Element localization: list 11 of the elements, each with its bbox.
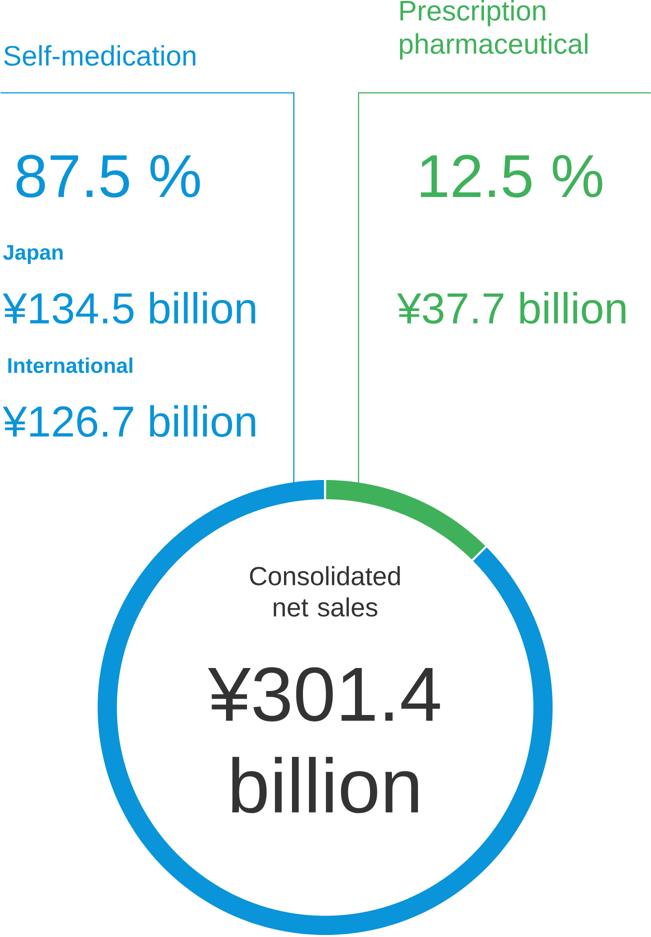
text: ¥134.5 billion <box>2 292 256 324</box>
text: ¥301.4 billion <box>208 667 440 814</box>
text: International <box>8 358 132 374</box>
text: ¥126.7 billion <box>2 405 256 437</box>
text: Japan <box>3 245 62 264</box>
text: Consolidated net sales <box>250 566 400 617</box>
slice-label: Self-medication <box>4 45 196 66</box>
data-label: 12.5 % <box>420 154 602 198</box>
text: ¥37.7 billion <box>396 292 626 324</box>
data-label: 87.5 % <box>16 154 200 198</box>
slice-label: Prescription pharmaceutical <box>400 0 588 60</box>
